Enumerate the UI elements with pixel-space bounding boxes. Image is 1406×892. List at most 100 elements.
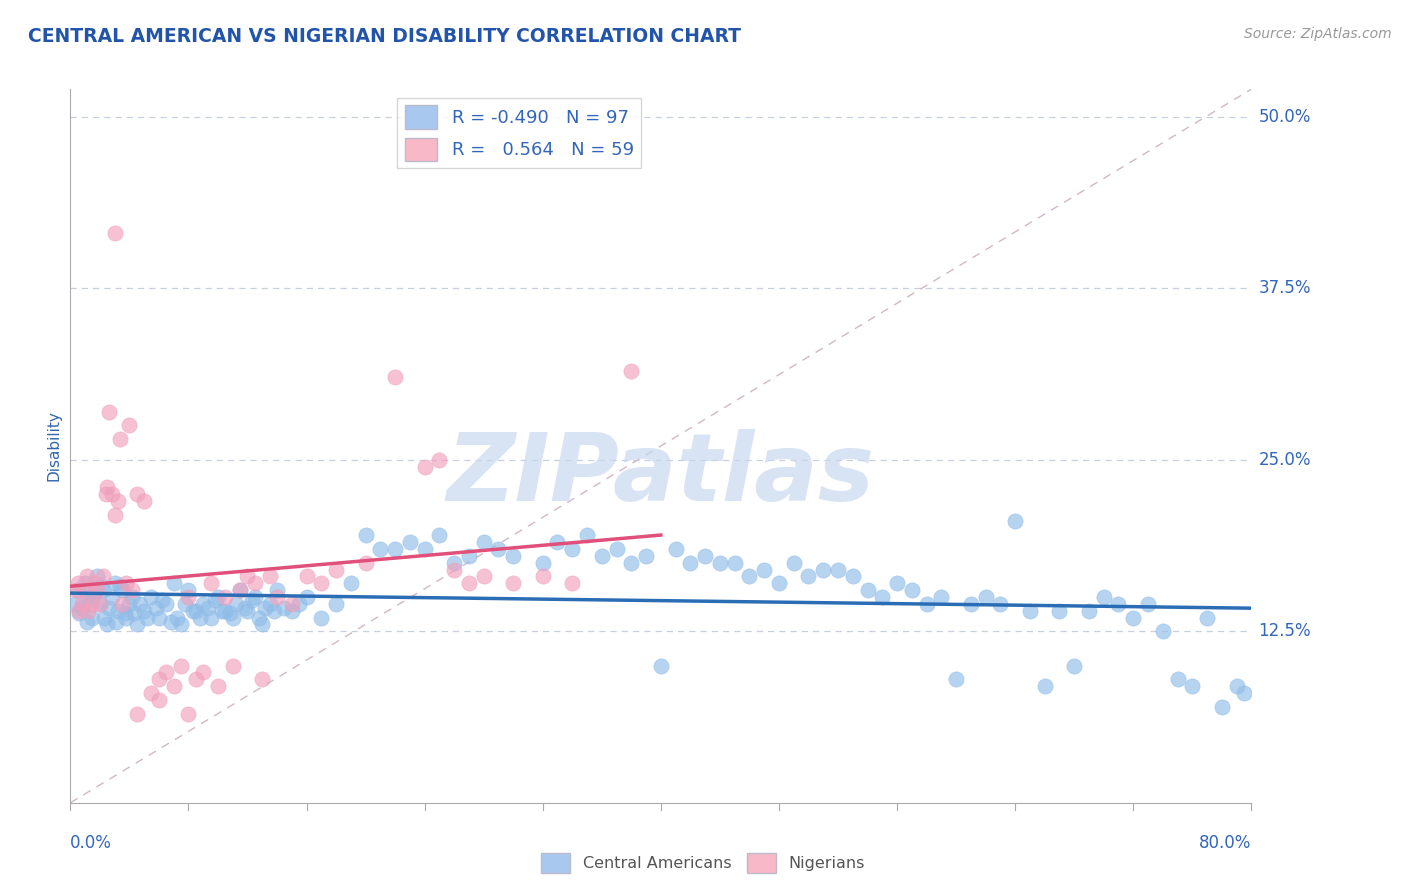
Point (76, 615, 98, 629)
Point (309, 610, 333, 624)
Point (121, 590, 143, 604)
Point (177, 706, 200, 721)
Point (531, 556, 554, 570)
Point (214, 604, 236, 618)
Point (110, 579, 132, 593)
Point (184, 673, 207, 687)
Point (115, 576, 138, 591)
Point (82, 597, 104, 611)
Point (263, 604, 285, 618)
Point (591, 549, 613, 563)
Point (200, 576, 222, 591)
Point (1233, 686, 1256, 700)
Point (472, 569, 495, 583)
Point (427, 528, 450, 542)
Point (443, 556, 465, 570)
Point (191, 597, 214, 611)
Point (125, 617, 148, 632)
Point (200, 610, 222, 624)
Point (83, 587, 105, 601)
Point (211, 604, 233, 618)
Point (738, 569, 761, 583)
Point (148, 610, 170, 624)
Point (931, 590, 953, 604)
Point (66, 583, 89, 598)
Point (96, 617, 118, 632)
Point (531, 569, 554, 583)
Point (197, 601, 219, 615)
Point (75, 583, 96, 598)
Point (218, 607, 240, 621)
Point (900, 583, 922, 598)
Point (65, 583, 87, 598)
Point (1092, 590, 1115, 604)
Point (97, 601, 120, 615)
Point (83, 576, 105, 591)
Point (121, 583, 143, 598)
Point (86, 583, 108, 598)
Y-axis label: Disability: Disability (46, 410, 62, 482)
Point (247, 610, 270, 624)
Text: Source: ZipAtlas.com: Source: ZipAtlas.com (1244, 27, 1392, 41)
Point (259, 569, 281, 583)
Point (723, 556, 745, 570)
Point (125, 487, 148, 501)
Point (273, 601, 295, 615)
Point (340, 576, 363, 591)
Point (67, 607, 90, 621)
Point (1004, 515, 1026, 529)
Point (399, 535, 422, 549)
Point (827, 562, 849, 576)
Point (229, 583, 252, 598)
Point (458, 549, 481, 563)
Point (77, 604, 100, 618)
Point (266, 590, 288, 604)
Point (236, 604, 259, 618)
Point (679, 556, 702, 570)
Point (132, 604, 156, 618)
Point (782, 556, 804, 570)
Point (1211, 699, 1233, 714)
Point (281, 604, 304, 618)
Point (990, 597, 1012, 611)
Point (100, 590, 122, 604)
Legend: Central Americans, Nigerians: Central Americans, Nigerians (534, 847, 872, 880)
Point (100, 487, 122, 501)
Point (214, 590, 236, 604)
Text: CENTRAL AMERICAN VS NIGERIAN DISABILITY CORRELATION CHART: CENTRAL AMERICAN VS NIGERIAN DISABILITY … (28, 27, 741, 45)
Point (813, 562, 835, 576)
Point (111, 583, 134, 598)
Point (472, 535, 495, 549)
Point (915, 597, 938, 611)
Point (222, 658, 245, 673)
Point (233, 601, 256, 615)
Point (620, 556, 643, 570)
Point (141, 686, 163, 700)
Point (693, 549, 716, 563)
Point (295, 569, 318, 583)
Point (181, 604, 204, 618)
Point (80, 592, 103, 607)
Point (93, 610, 115, 624)
Text: 12.5%: 12.5% (1258, 623, 1310, 640)
Point (664, 541, 686, 556)
Point (110, 432, 132, 446)
Point (650, 658, 672, 673)
Point (75, 576, 96, 591)
Point (94, 487, 117, 501)
Point (159, 615, 181, 629)
Point (77, 590, 100, 604)
Point (76, 569, 98, 583)
Point (150, 592, 173, 607)
Point (86, 569, 108, 583)
Point (427, 452, 450, 467)
Point (177, 583, 200, 598)
Point (413, 459, 436, 474)
Point (1181, 679, 1204, 693)
Point (82, 610, 104, 624)
Point (115, 610, 138, 624)
Point (104, 508, 127, 522)
Point (107, 604, 129, 618)
Point (709, 556, 731, 570)
Point (162, 679, 186, 693)
